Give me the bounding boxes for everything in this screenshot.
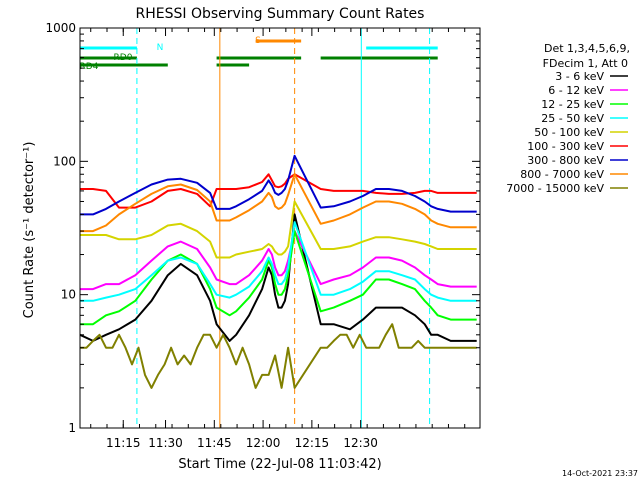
- state-label-n: N: [157, 43, 164, 53]
- legend-label-7000-15000-kev: 7000 - 15000 keV: [506, 182, 604, 195]
- legend-label-3-6-kev: 3 - 6 keV: [555, 70, 604, 83]
- state-label-s: S: [255, 36, 261, 46]
- y-axis-ticks: 1 10 100 1000: [45, 21, 480, 435]
- series-25-50-kev: [80, 221, 477, 302]
- legend-label-6-12-kev: 6 - 12 keV: [548, 84, 604, 97]
- x-tick-label: 12:15: [295, 436, 330, 450]
- series-800-7000-kev: [80, 173, 477, 233]
- event-markers: [136, 28, 431, 428]
- series-50-100-kev: [80, 200, 477, 259]
- y-tick-label: 100: [53, 154, 76, 168]
- series-12-25-kev: [80, 230, 477, 326]
- series-100-300-kev: [80, 173, 477, 209]
- x-tick-label: 11:45: [197, 436, 232, 450]
- legend: Det 1,3,4,5,6,9, FDecim 1, Att 0 3 - 6 k…: [506, 42, 630, 195]
- x-axis-label: Start Time (22-Jul-08 11:03:42): [178, 457, 381, 472]
- x-tick-label: 11:15: [106, 436, 141, 450]
- chart-title: RHESSI Observing Summary Count Rates: [136, 6, 425, 22]
- plot-frame: [79, 27, 481, 429]
- x-tick-label: 12:00: [246, 436, 281, 450]
- state-label-rd0: RD0: [114, 53, 133, 63]
- legend-label-50-100-kev: 50 - 100 keV: [534, 126, 604, 139]
- legend-label-300-800-kev: 300 - 800 keV: [527, 154, 604, 167]
- instrument-state-bars: N S RD0 RD4: [80, 36, 438, 72]
- legend-label-100-300-kev: 100 - 300 keV: [527, 140, 604, 153]
- series-3-6-kev: [79, 213, 477, 342]
- y-tick-label: 1000: [45, 21, 76, 35]
- y-tick-label: 1: [68, 421, 76, 435]
- legend-label-25-50-kev: 25 - 50 keV: [541, 112, 604, 125]
- series-6-12-kev: [80, 230, 477, 291]
- legend-label-12-25-kev: 12 - 25 keV: [541, 98, 604, 111]
- legend-header-line-2: FDecim 1, Att 0: [543, 57, 628, 70]
- y-axis-label: Count Rate (s⁻¹ detector⁻¹): [22, 142, 37, 319]
- x-axis-ticks: 11:15 11:30 11:45 12:00 12:15 12:30: [90, 28, 466, 450]
- legend-label-800-7000-kev: 800 - 7000 keV: [520, 168, 604, 181]
- x-tick-label: 12:30: [343, 436, 378, 450]
- series-7000-15000-kev: [80, 323, 477, 389]
- series-lines: [79, 154, 477, 389]
- x-tick-label: 11:30: [148, 436, 183, 450]
- legend-header-line-1: Det 1,3,4,5,6,9,: [544, 42, 630, 55]
- timestamp: 14-Oct-2021 23:37: [562, 469, 638, 478]
- y-tick-label: 10: [61, 288, 76, 302]
- series-300-800-kev: [80, 154, 477, 216]
- state-label-rd4: RD4: [80, 62, 99, 72]
